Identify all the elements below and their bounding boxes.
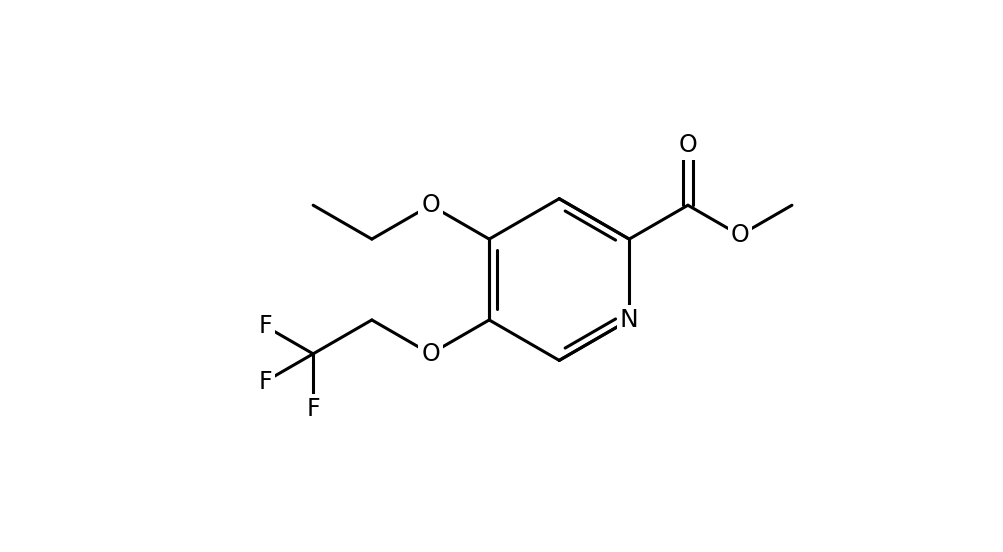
Text: F: F — [258, 369, 272, 394]
Text: F: F — [258, 314, 272, 338]
Text: O: O — [678, 133, 697, 157]
Text: N: N — [619, 308, 638, 332]
Text: O: O — [420, 193, 439, 217]
Text: O: O — [420, 342, 439, 366]
Text: F: F — [306, 397, 320, 421]
Text: O: O — [730, 223, 748, 247]
